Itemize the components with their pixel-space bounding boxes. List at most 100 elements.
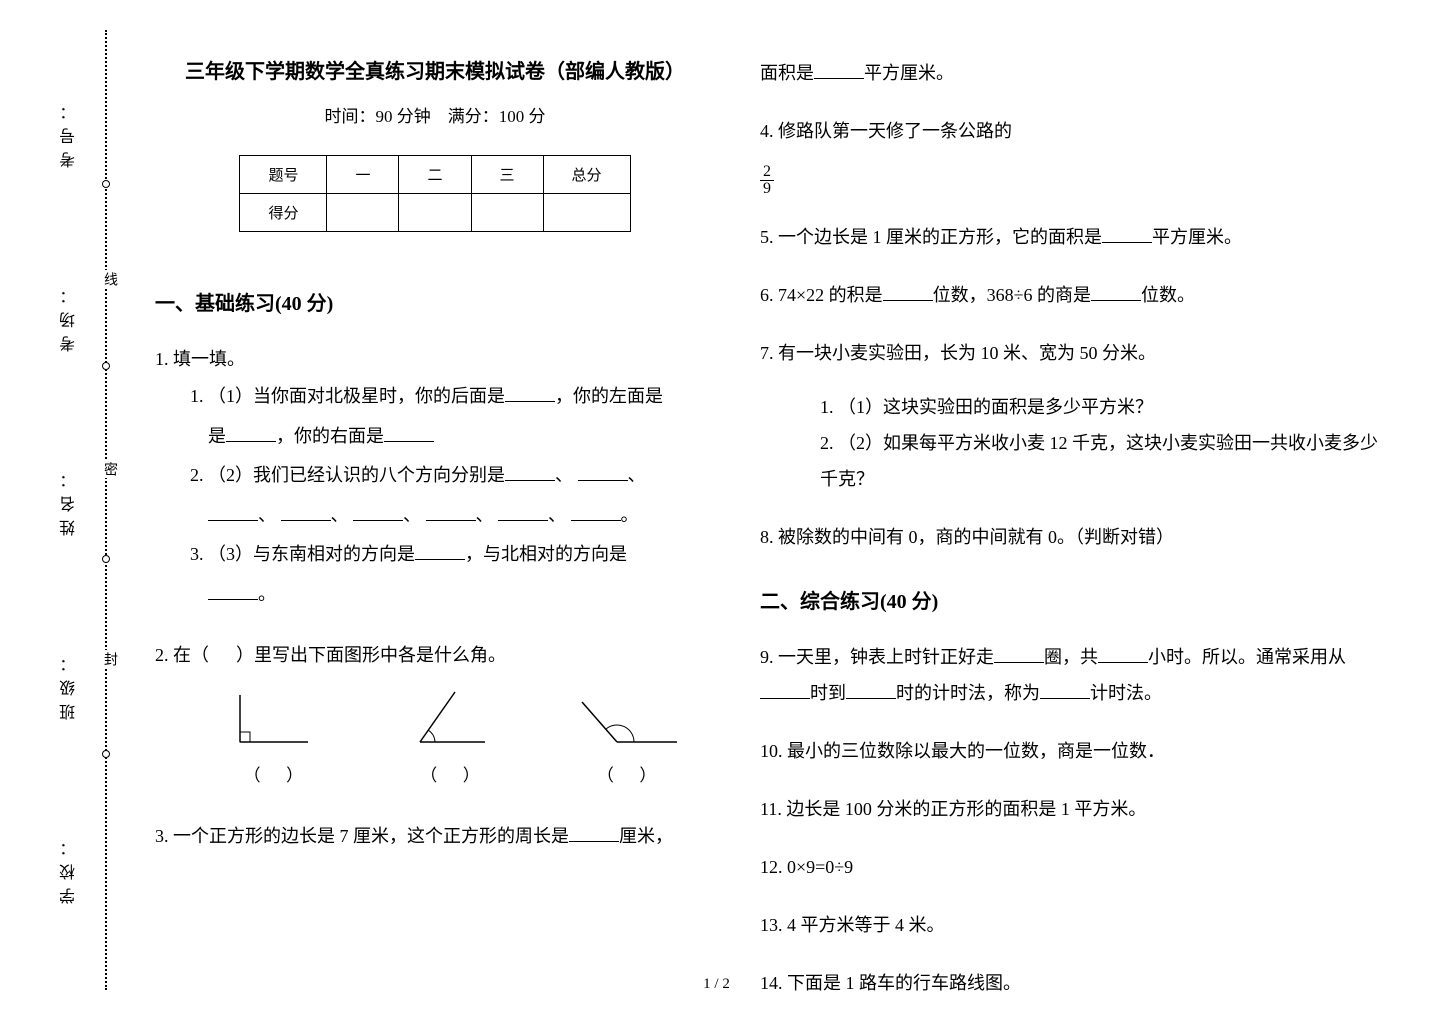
text: ，你的右面是 [276,426,384,446]
text: 位数，368÷6 的商是 [933,285,1091,305]
blank [208,503,258,521]
q1: 1. 填一填。 1. （1）当你面对北极星时，你的后面是，你的左面是 是，你的右… [155,341,715,615]
blank [384,424,434,442]
blank [1040,681,1090,699]
text: （ [244,766,261,785]
seal-char: 封 [99,650,119,668]
text: 5. 一个边长是 1 厘米的正方形，它的面积是 [760,227,1102,247]
q1-sub1: 1. （1）当你面对北极星时，你的后面是，你的左面是 是，你的右面是 [190,377,715,456]
q1-sub3: 3. （3）与东南相对的方向是，与北相对的方向是 。 [190,535,715,614]
text: 位数。 [1141,285,1195,305]
angle-right: （ ） [203,687,343,793]
text: 圈，共 [1044,647,1098,667]
blank [505,384,555,402]
blank [578,463,628,481]
seal-line: 密 封 线 [105,30,107,990]
q13: 13. 4 平方米等于 4 米。 [760,907,1380,943]
seal-circle [102,180,110,188]
text: 面积是 [760,63,814,83]
q7-sub2: 2. （2）如果每平方米收小麦 12 千克，这块小麦实验田一共收小麦多少千克？ [820,425,1380,497]
text: 时的计时法，称为 [896,683,1040,703]
sidebar-label-room: 考场： [58,280,82,352]
page-number: 1 / 2 [703,976,730,993]
q12: 12. 0×9=0÷9 [760,849,1380,885]
text: 小时。所以。通常采用从 [1148,647,1346,667]
th: 三 [471,156,543,194]
blank [994,645,1044,663]
text: ） [286,766,303,785]
text: ，你的左面是 [555,386,663,406]
text: 、 [548,505,566,525]
text: ，与北相对的方向是 [465,544,627,564]
text: ） [639,766,656,785]
td [327,194,399,232]
text: ） [463,766,480,785]
text: 。 [621,505,639,525]
text: 厘米， [619,826,673,846]
q3-cont: 面积是 平方厘米。 [760,55,1380,91]
text: 6. 74×22 的积是 [760,285,883,305]
td [399,194,471,232]
text: ）里写出下面图形中各是什么角。 [236,645,506,665]
th: 总分 [543,156,630,194]
text: 、 [403,505,421,525]
blank [226,424,276,442]
paren: （ ） [244,766,304,785]
td [543,194,630,232]
text: 9. 一天里，钟表上时针正好走 [760,647,994,667]
seal-char: 线 [99,270,119,288]
paren: （ ） [420,766,480,785]
angle-figures: （ ） （ ） （ ） [185,693,715,793]
q5: 5. 一个边长是 1 厘米的正方形，它的面积是 平方厘米。 [760,219,1380,255]
q11: 11. 边长是 100 分米的正方形的面积是 1 平方米。 [760,791,1380,827]
td: 得分 [240,194,327,232]
blank [1098,645,1148,663]
q8: 8. 被除数的中间有 0，商的中间就有 0。（判断对错） [760,519,1380,555]
text: 、 [258,505,276,525]
blank [883,283,933,301]
text: （ [420,766,437,785]
sidebar-label-id: 考号： [58,96,82,168]
q4: 4. 修路队第一天修了一条公路的 2 9 [760,113,1380,197]
blank [846,681,896,699]
exam-subtitle: 时间：90 分钟 满分：100 分 [155,102,715,127]
seal-circle [102,555,110,563]
blank [814,61,864,79]
blank [505,463,555,481]
blank [415,542,465,560]
blank [569,824,619,842]
section2-header: 二、综合练习(40 分) [760,585,1380,614]
text: 平方厘米。 [864,63,954,83]
time-label: 时间：90 分钟 [325,107,431,126]
angle-acute: （ ） [380,687,520,793]
text: 平方厘米。 [1152,227,1242,247]
q3: 3. 一个正方形的边长是 7 厘米，这个正方形的周长是厘米， [155,818,715,854]
right-column: 面积是平方厘米。 4. 修路队第一天修了一条公路的 2 9 5. 一个边长是 1… [760,55,1380,1023]
q7-subs: 1. （1）这块实验田的面积是多少平方米？ 2. （2）如果每平方米收小麦 12… [820,389,1380,497]
blank [426,503,476,521]
text: 、 [476,505,494,525]
fullscore-label: 满分：100 分 [448,107,546,126]
blank [208,582,258,600]
seal-char: 密 [99,460,119,478]
q1-sub2: 2. （2）我们已经认识的八个方向分别是、 、 、 、 、 、 、 。 [190,456,715,535]
q7: 7. 有一块小麦实验田，长为 10 米、宽为 50 分米。 1. （1）这块实验… [760,335,1380,497]
td [471,194,543,232]
blank [353,503,403,521]
section1-header: 一、基础练习(40 分) [155,287,715,316]
paren: （ ） [597,766,657,785]
text: 4. 修路队第一天修了一条公路的 [760,113,1380,149]
text: 、 [331,505,349,525]
text: 、 [628,465,646,485]
blank [281,503,331,521]
exam-sidebar: 学校： 班级： 姓名： 考场： 考号： [35,40,105,960]
q14: 14. 下面是 1 路车的行车路线图。 [760,965,1380,1001]
seal-circle [102,750,110,758]
sidebar-label-class: 班级： [58,648,82,720]
q10: 10. 最小的三位数除以最大的一位数，商是一位数． [760,733,1380,769]
numerator: 2 [760,164,774,181]
text: 1. （1）当你面对北极星时，你的后面是 [190,386,505,406]
th: 二 [399,156,471,194]
text: 、 [555,465,573,485]
blank [760,681,810,699]
